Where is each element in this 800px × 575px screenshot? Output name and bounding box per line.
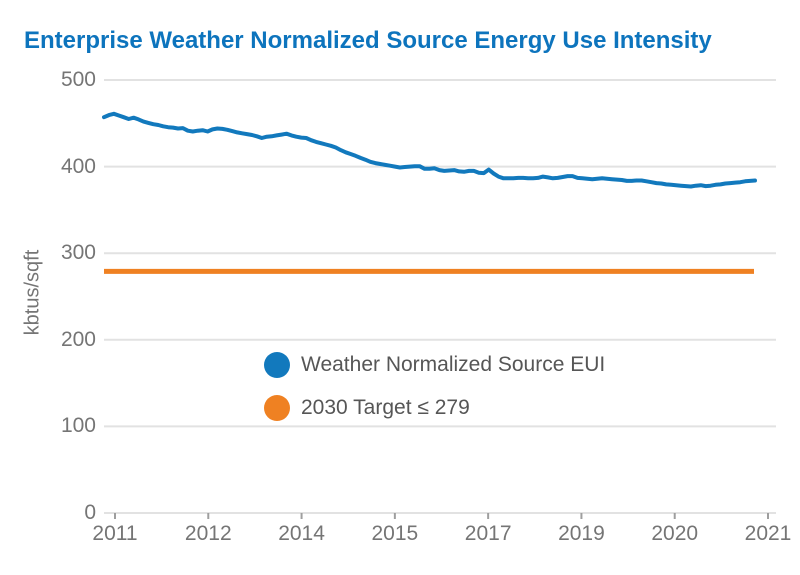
y-tick-label: 500 xyxy=(60,68,96,91)
y-tick-label: 400 xyxy=(60,154,96,178)
y-tick-label: 200 xyxy=(60,327,96,351)
orange-circle-icon xyxy=(264,394,290,421)
chart-title: Enterprise Weather Normalized Source Ene… xyxy=(24,27,712,54)
blue-circle-icon xyxy=(264,351,290,378)
x-tick-label: 2011 xyxy=(92,522,138,545)
legend-item-source-eui[interactable]: Weather Normalized Source EUI xyxy=(264,351,605,378)
y-axis-title: kbtus/sqft xyxy=(21,249,44,336)
x-tick-label: 2020 xyxy=(651,522,699,545)
source-eui-line[interactable] xyxy=(102,111,757,189)
legend-label: 2030 Target ≤ 279 xyxy=(301,395,470,419)
legend-label: Weather Normalized Source EUI xyxy=(301,352,606,376)
x-tick-label: 2015 xyxy=(371,522,419,545)
y-tick-label: 100 xyxy=(60,414,96,438)
legend: Weather Normalized Source EUI 2030 Targe… xyxy=(264,351,605,437)
x-tick-label: 2017 xyxy=(464,522,512,545)
x-tick-label: 2019 xyxy=(558,522,605,545)
x-tick-label: 2014 xyxy=(278,522,325,545)
x-tick-label: 2012 xyxy=(184,522,232,545)
legend-item-2030-target[interactable]: 2030 Target ≤ 279 xyxy=(264,394,605,421)
y-tick-label: 0 xyxy=(84,501,96,524)
y-tick-label: 300 xyxy=(60,241,96,265)
x-tick-label: 2021 xyxy=(744,522,792,545)
